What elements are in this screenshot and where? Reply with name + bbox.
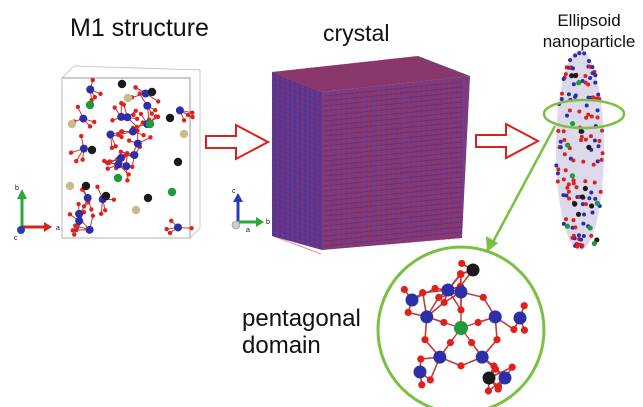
arrow-crystal-to-nanoparticle: [475, 122, 541, 160]
crystal-axis-a-label: a: [246, 227, 250, 234]
label-pentagonal-line1: pentagonal: [242, 305, 361, 332]
crystal-diagram: c a b: [231, 56, 470, 255]
m1-structure-diagram: b c a: [14, 65, 201, 242]
m1-unit-cell-back-face: [61, 65, 201, 239]
crystal-lattice-pattern: [271, 56, 466, 255]
label-ellipsoid-line2: nanoparticle: [542, 32, 636, 51]
crystal-axis-b-label: b: [266, 219, 270, 226]
nanoparticle-atom-network: [554, 51, 605, 249]
m1-axis-b-label: b: [15, 185, 19, 192]
label-crystal: crystal: [323, 20, 390, 46]
crystal-axis-c-label: c: [232, 188, 236, 195]
m1-atom-network: [65, 77, 195, 237]
nanoparticle-highlight-ring: [542, 98, 626, 130]
ellipsoid-nanoparticle-diagram: [542, 50, 626, 250]
pentagonal-domain-zoom: [376, 245, 546, 407]
pentagonal-atom-network: [400, 259, 529, 395]
label-pentagonal-domain: pentagonal domain: [242, 305, 361, 359]
label-pentagonal-line2: domain: [242, 332, 321, 359]
m1-axis-c-label: c: [14, 235, 18, 242]
label-m1-structure: M1 structure: [70, 14, 209, 42]
crystal-axis-triad: c a b: [231, 188, 270, 234]
arrow-m1-to-crystal: [205, 123, 271, 161]
zoom-connector-arrow: [486, 125, 557, 252]
label-ellipsoid-line1: Ellipsoid: [557, 11, 621, 30]
m1-axis-triad: b c a: [14, 185, 60, 242]
m1-axis-a-label: a: [56, 225, 60, 232]
label-ellipsoid-nanoparticle: Ellipsoid nanoparticle: [537, 10, 641, 52]
